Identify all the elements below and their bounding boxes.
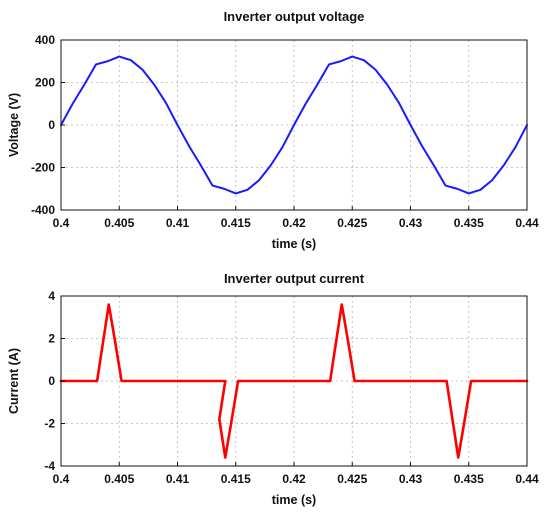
current-x-tick-label: 0.415 — [221, 472, 251, 486]
voltage-x-tick-label: 0.405 — [104, 216, 134, 230]
current-y-tick-label: -2 — [44, 417, 55, 431]
voltage-x-tick-label: 0.43 — [399, 216, 423, 230]
current-y-tick-label: 2 — [48, 332, 55, 346]
voltage-series — [60, 55, 528, 195]
voltage-x-tick-label: 0.42 — [282, 216, 306, 230]
current-x-tick-label: 0.41 — [166, 472, 190, 486]
voltage-x-tick-label: 0.44 — [515, 216, 539, 230]
current-x-tick-label: 0.42 — [282, 472, 306, 486]
voltage-x-tick-label: 0.415 — [221, 216, 251, 230]
voltage-x-axis-label: time (s) — [272, 237, 316, 251]
current-y-axis-label: Current (A) — [7, 348, 21, 414]
voltage-y-tick-label: -200 — [31, 161, 55, 175]
voltage-x-ticks: 0.4 0.405 0.41 0.415 0.42 0.425 0.43 0.435 0.44 — [53, 206, 539, 230]
voltage-y-ticks: -400 -200 0 200 400 — [31, 33, 65, 217]
current-x-tick-label: 0.405 — [104, 472, 134, 486]
current-series-line — [59, 303, 529, 459]
voltage-chart: Inverter output voltage 0.4 0.405 0.41 0.41… — [7, 9, 539, 251]
voltage-y-tick-label: 400 — [35, 33, 55, 47]
current-x-tick-label: 0.43 — [399, 472, 423, 486]
current-y-tick-label: -4 — [44, 459, 55, 473]
current-y-tick-label: 4 — [48, 289, 55, 303]
voltage-y-axis-label: Voltage (V) — [7, 93, 21, 157]
voltage-series-line — [60, 55, 528, 195]
voltage-y-tick-label: 0 — [48, 118, 55, 132]
voltage-x-tick-label: 0.41 — [166, 216, 190, 230]
current-x-tick-label: 0.4 — [53, 472, 70, 486]
current-chart: Inverter output current 0.4 0.405 0.41 0.41… — [7, 271, 539, 507]
current-chart-title: Inverter output current — [224, 271, 365, 286]
voltage-x-tick-label: 0.4 — [53, 216, 70, 230]
voltage-x-tick-label: 0.425 — [337, 216, 367, 230]
current-x-ticks: 0.4 0.405 0.41 0.415 0.42 0.425 0.43 0.435 0.44 — [53, 462, 539, 486]
current-x-tick-label: 0.425 — [337, 472, 367, 486]
current-series — [59, 303, 529, 459]
voltage-x-tick-label: 0.435 — [454, 216, 484, 230]
current-x-tick-label: 0.435 — [454, 472, 484, 486]
voltage-chart-title: Inverter output voltage — [224, 9, 365, 24]
current-y-tick-label: 0 — [48, 374, 55, 388]
voltage-y-tick-label: -400 — [31, 203, 55, 217]
current-y-ticks: -4 -2 0 2 4 — [44, 289, 65, 473]
voltage-y-tick-label: 200 — [35, 76, 55, 90]
current-x-tick-label: 0.44 — [515, 472, 539, 486]
current-x-axis-label: time (s) — [272, 493, 316, 507]
